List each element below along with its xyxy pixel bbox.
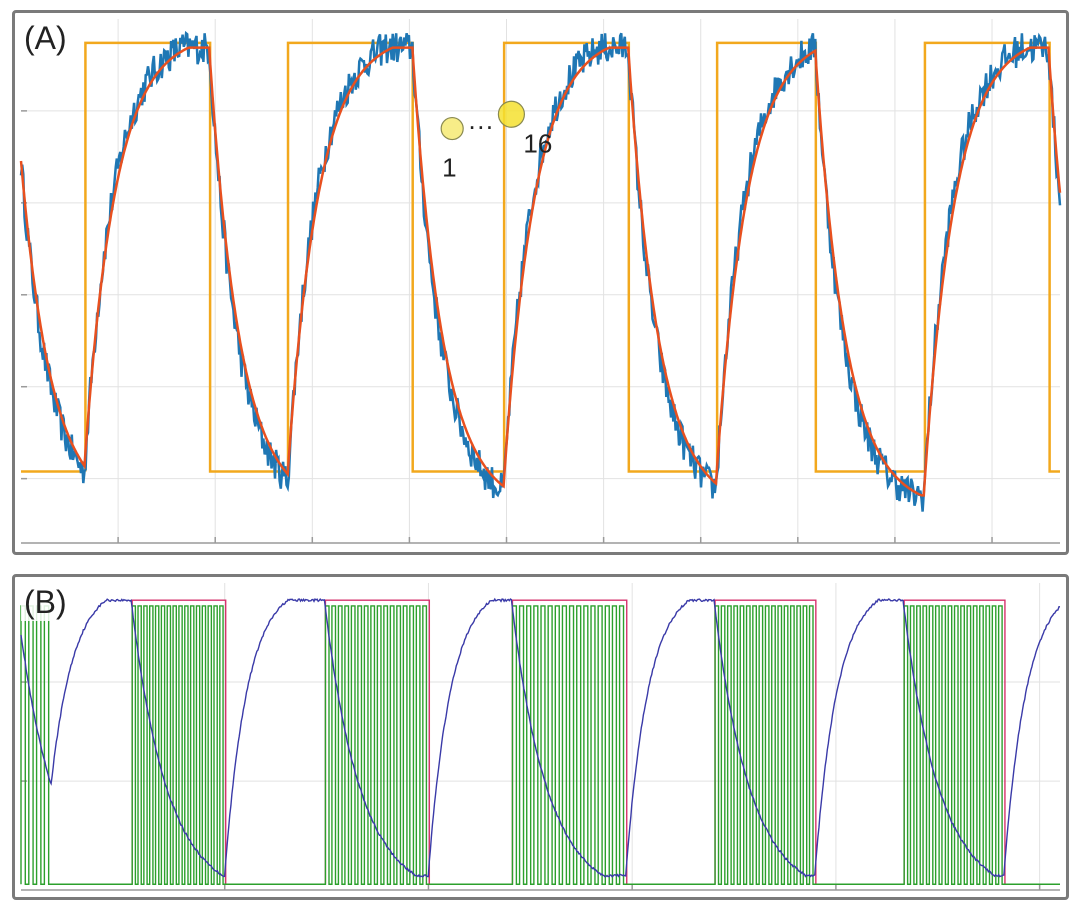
square-wave-series (84, 41, 1060, 473)
annotation-label-16: 16 (523, 128, 552, 158)
filtered-signal-series (19, 46, 1062, 497)
pwm-signal-series (20, 605, 1060, 885)
panel-label-a: (A) (21, 19, 70, 57)
panel-label-b: (B) (21, 583, 70, 621)
annotation-marker-1 (440, 116, 464, 141)
annotation-ellipsis: ··· (468, 111, 494, 141)
chart-panel-a: 1 16 ··· (A) (12, 10, 1069, 555)
response-signal-series (20, 597, 1061, 878)
noisy-signal-series (19, 30, 1062, 512)
annotation-label-1: 1 (442, 153, 456, 183)
annotation-marker-16 (497, 100, 526, 128)
chart-panel-b: (B) (12, 574, 1069, 900)
chart-b-plot (20, 583, 1061, 891)
chart-a-plot: 1 16 ··· (19, 19, 1062, 544)
